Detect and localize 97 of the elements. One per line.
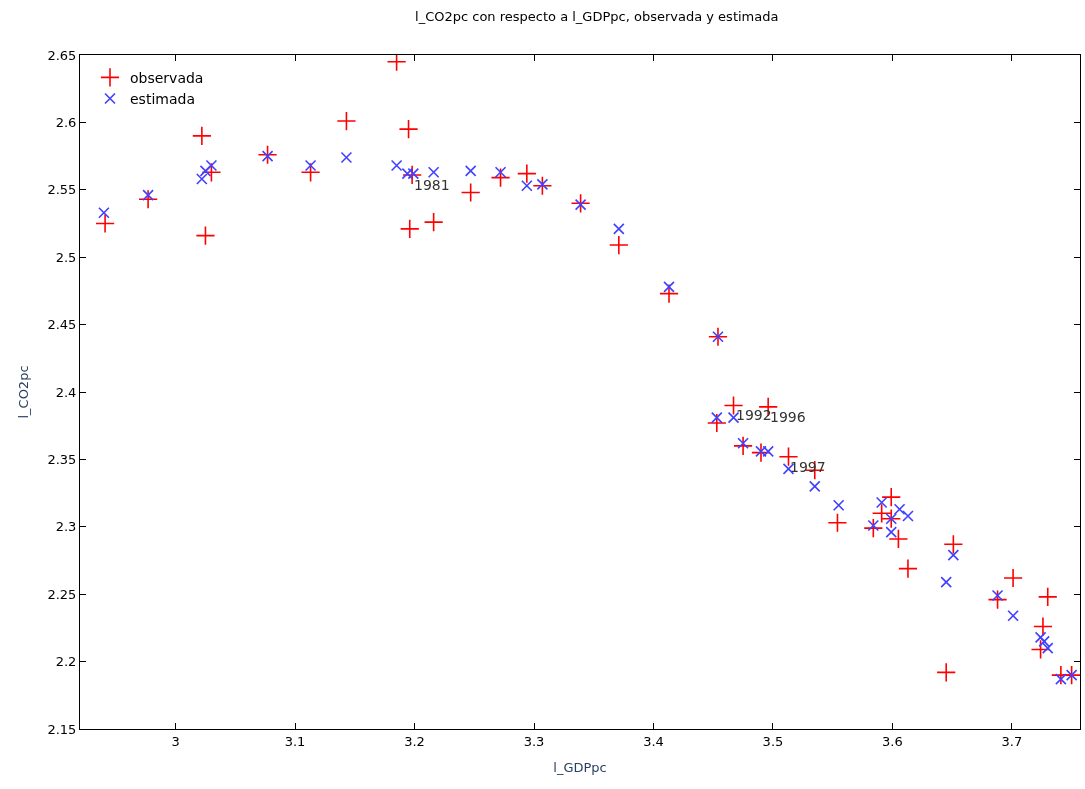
point bbox=[427, 166, 440, 179]
point bbox=[1037, 587, 1058, 607]
y-tick-label: 2.4 bbox=[55, 384, 77, 400]
x-tick-label: 3.6 bbox=[882, 733, 903, 749]
point bbox=[521, 179, 533, 192]
y-tick-label: 2.45 bbox=[47, 317, 77, 333]
point bbox=[832, 499, 845, 512]
point bbox=[893, 503, 906, 516]
point bbox=[881, 487, 902, 508]
point bbox=[138, 189, 158, 210]
point bbox=[490, 167, 511, 188]
point bbox=[608, 235, 629, 255]
point bbox=[711, 411, 723, 424]
point bbox=[1007, 609, 1019, 622]
point bbox=[1033, 616, 1053, 637]
y-tick-label: 2.65 bbox=[47, 47, 77, 63]
point bbox=[867, 519, 880, 532]
point bbox=[1038, 635, 1050, 648]
point bbox=[399, 218, 420, 239]
point bbox=[494, 166, 507, 179]
x-tick-label: 3.5 bbox=[762, 733, 784, 749]
point bbox=[205, 159, 218, 172]
point bbox=[304, 159, 317, 172]
point bbox=[195, 225, 216, 246]
y-axis-title: l_CO2pc bbox=[16, 365, 32, 419]
y-tick-label: 2.35 bbox=[47, 451, 77, 467]
point bbox=[936, 662, 957, 683]
x-tick-label: 3.7 bbox=[1001, 733, 1023, 749]
y-tick-label: 2.2 bbox=[55, 654, 77, 670]
point bbox=[142, 189, 154, 201]
x-tick-label: 3.2 bbox=[404, 733, 425, 749]
point bbox=[196, 173, 208, 185]
point bbox=[1041, 642, 1054, 654]
point bbox=[199, 165, 212, 177]
point bbox=[191, 125, 212, 146]
chart-title: l_CO2pc con respecto a l_GDPpc, observada y estimada bbox=[415, 8, 779, 24]
x-axis-title: l_GDPpc bbox=[553, 760, 607, 776]
point bbox=[943, 534, 964, 555]
x-tick-label: 3.4 bbox=[643, 733, 664, 749]
legend-label: observada bbox=[130, 69, 204, 86]
point bbox=[940, 576, 952, 588]
x-tick-label: 3.3 bbox=[523, 733, 545, 749]
annotation: 1981 bbox=[414, 177, 450, 193]
point bbox=[663, 281, 675, 293]
point bbox=[398, 119, 419, 140]
y-tick-label: 2.5 bbox=[55, 249, 77, 265]
point bbox=[261, 150, 274, 162]
annotation: 1996 bbox=[770, 409, 806, 425]
point bbox=[1065, 669, 1078, 681]
point bbox=[827, 512, 848, 533]
point bbox=[947, 549, 960, 561]
annotation: 1992 bbox=[736, 407, 772, 423]
point bbox=[401, 167, 414, 180]
point bbox=[340, 151, 353, 164]
point bbox=[1055, 673, 1067, 685]
point bbox=[390, 159, 403, 172]
y-tick-label: 2.3 bbox=[55, 519, 77, 535]
point bbox=[888, 529, 909, 549]
point bbox=[1034, 631, 1047, 644]
point bbox=[300, 162, 321, 183]
point bbox=[536, 178, 549, 191]
point bbox=[574, 198, 587, 211]
y-tick-label: 2.6 bbox=[55, 114, 77, 130]
point bbox=[386, 55, 407, 72]
point bbox=[532, 175, 553, 196]
point bbox=[257, 144, 278, 165]
point bbox=[516, 163, 537, 184]
point bbox=[1061, 665, 1080, 685]
point bbox=[987, 589, 1008, 610]
point bbox=[991, 589, 1004, 602]
point bbox=[898, 558, 918, 579]
legend-label: estimada bbox=[130, 91, 195, 107]
point bbox=[871, 503, 892, 524]
point bbox=[808, 480, 821, 493]
point bbox=[733, 436, 753, 456]
point bbox=[407, 167, 420, 180]
x-tick-label: 3 bbox=[171, 733, 180, 749]
point bbox=[95, 213, 115, 234]
point bbox=[885, 526, 898, 538]
y-tick-label: 2.25 bbox=[47, 586, 77, 602]
point bbox=[460, 182, 481, 203]
point bbox=[336, 111, 357, 131]
point bbox=[863, 518, 884, 539]
point bbox=[875, 496, 888, 509]
point bbox=[1003, 568, 1023, 588]
point bbox=[737, 437, 749, 450]
point bbox=[464, 165, 477, 177]
y-tick-label: 2.15 bbox=[47, 721, 77, 737]
point bbox=[613, 223, 625, 235]
point bbox=[423, 212, 444, 233]
point bbox=[98, 206, 110, 219]
point bbox=[570, 193, 591, 214]
x-tick-label: 3.1 bbox=[284, 733, 306, 749]
point bbox=[201, 162, 222, 183]
point bbox=[902, 510, 914, 522]
point bbox=[706, 413, 727, 433]
y-tick-label: 2.55 bbox=[47, 182, 77, 198]
